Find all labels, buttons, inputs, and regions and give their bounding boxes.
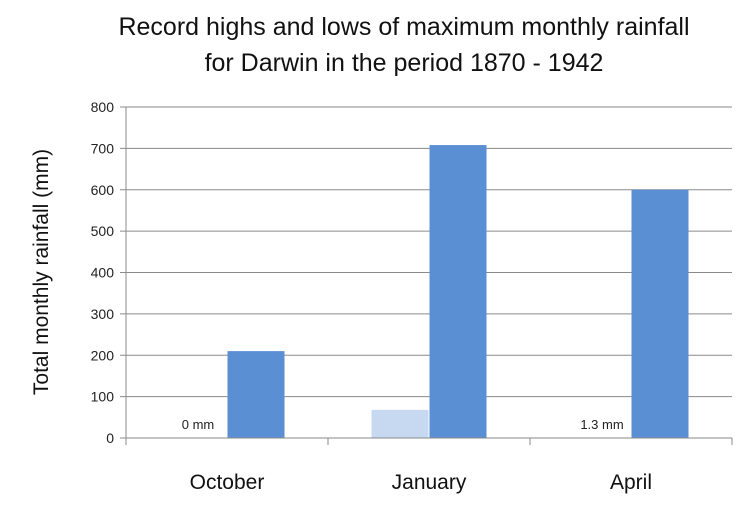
- y-axis-label: Total monthly rainfall (mm): [30, 149, 53, 395]
- x-category-label: January: [392, 471, 467, 494]
- y-tick-label: 500: [91, 223, 115, 239]
- bar-annotation: 0 mm: [182, 417, 215, 432]
- y-tick-label: 800: [91, 99, 115, 115]
- y-tick-label: 600: [91, 182, 115, 198]
- chart-title-line-2: for Darwin in the period 1870 - 1942: [205, 49, 604, 77]
- bars: [227, 145, 689, 438]
- bar: [631, 189, 689, 438]
- y-tick-label: 300: [91, 306, 115, 322]
- y-tick-label: 200: [91, 347, 115, 363]
- y-tick-label: 700: [91, 140, 115, 156]
- axes: [120, 106, 733, 445]
- gridlines: [126, 106, 732, 398]
- x-category-label: April: [610, 471, 652, 494]
- bar-annotation: 1.3 mm: [580, 417, 623, 432]
- labels: 0 100 200 300 400 500 600 700 800 October January A…: [91, 99, 652, 494]
- y-tick-label: 0: [106, 430, 114, 446]
- bar: [227, 351, 285, 438]
- y-tick-label: 100: [91, 389, 115, 405]
- bar: [429, 145, 487, 438]
- y-tick-label: 400: [91, 265, 115, 281]
- chart-title-line-1: Record highs and lows of maximum monthly…: [118, 13, 689, 41]
- x-category-label: October: [190, 471, 265, 494]
- bar: [371, 409, 429, 438]
